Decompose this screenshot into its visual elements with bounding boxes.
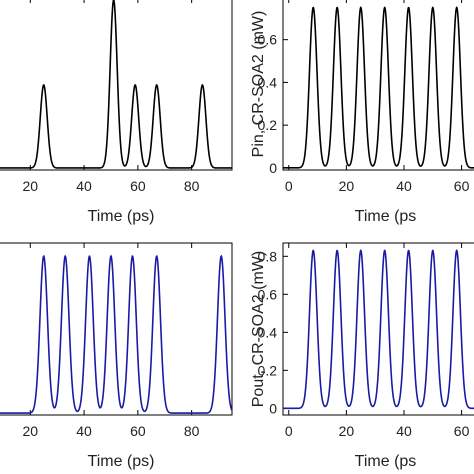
x-axis-label: Time (ps — [355, 208, 417, 225]
series-line-1 — [283, 249, 474, 410]
x-axis-label: Time (ps) — [88, 208, 155, 225]
y-tick-label: 0.6 — [258, 32, 278, 48]
x-tick-label: 20 — [339, 178, 355, 194]
x-tick-label: 40 — [396, 178, 412, 194]
series-line-1 — [0, 0, 232, 169]
y-tick-label: 0.2 — [258, 362, 278, 378]
pulse-peak-point — [312, 6, 315, 9]
chart-panel-3: 20 40 60 80 Time (ps) — [0, 242, 233, 470]
pulse-peak-point — [312, 249, 315, 252]
y-axis-label: Pout, CR-SOA2 (mW) — [250, 251, 267, 407]
pulse-peak-point — [42, 255, 45, 258]
chart-panel-1: 20 40 60 80 Time (ps) — [0, 0, 233, 225]
plot-frame — [0, 242, 233, 416]
pulse-peak-point — [201, 84, 204, 86]
pulse-peak-point — [155, 84, 158, 86]
x-tick-label: 80 — [184, 423, 200, 439]
x-tick-label: 60 — [454, 178, 470, 194]
pulse-peak-point — [431, 249, 434, 252]
pulse-peak-point — [431, 6, 434, 9]
pulse-peak-point — [359, 249, 362, 252]
y-tick-label: 0 — [269, 400, 277, 416]
x-axis-label: Time (ps) — [88, 453, 155, 470]
pulse-peak-point — [64, 255, 67, 258]
series-line-1 — [0, 254, 232, 414]
chart-panel-2: 0 20 40 60 0 0.2 0.4 0.6 Time (ps Pin, CR-SOA2 (m… — [250, 0, 474, 225]
chart-panel-4: 0 20 40 60 0 0.2 0.4 0.6 0.8 Time (ps Pout, CR-SOA… — [250, 242, 474, 470]
x-tick-label: 60 — [454, 423, 470, 439]
x-tick-label: 20 — [22, 178, 38, 194]
pulse-peak-point — [131, 255, 134, 258]
pulse-peak-point — [112, 0, 115, 1]
pulse-peak-point — [455, 249, 458, 252]
plot-frame — [282, 242, 474, 416]
x-tick-label: 40 — [76, 423, 92, 439]
y-tick-label: 0.2 — [258, 117, 278, 133]
pulse-peak-point — [42, 84, 45, 86]
y-tick-label: 0.6 — [258, 286, 278, 302]
pulse-peak-point — [383, 6, 386, 9]
x-tick-label: 80 — [184, 178, 200, 194]
y-tick-label: 0 — [269, 160, 277, 176]
x-tick-label: 0 — [285, 178, 293, 194]
y-tick-label: 0.4 — [258, 324, 278, 340]
pulse-peak-point — [359, 6, 362, 9]
pulse-peak-point — [455, 6, 458, 9]
pulse-peak-point — [407, 249, 410, 252]
pulse-peak-point — [220, 255, 223, 258]
pulse-peak-point — [110, 255, 112, 258]
pulse-peak-point — [155, 255, 158, 258]
x-tick-label: 40 — [76, 178, 92, 194]
x-tick-label: 20 — [339, 423, 355, 439]
y-axis-label: Pin, CR-SOA2 (mW) — [250, 11, 267, 158]
series-line-1 — [283, 6, 474, 169]
pulse-peak-point — [383, 249, 386, 252]
y-tick-label: 0.4 — [258, 74, 278, 90]
pulse-peak-point — [336, 249, 338, 252]
x-tick-label: 40 — [396, 423, 412, 439]
pulse-peak-point — [134, 84, 136, 86]
plot-frame — [0, 0, 233, 171]
x-tick-label: 60 — [130, 178, 146, 194]
x-axis-label: Time (ps — [355, 453, 417, 470]
y-tick-label: 0.8 — [258, 248, 278, 264]
pulse-peak-point — [336, 6, 338, 9]
x-tick-label: 20 — [22, 423, 38, 439]
x-tick-label: 60 — [130, 423, 146, 439]
x-tick-label: 0 — [285, 423, 293, 439]
pulse-peak-point — [88, 255, 91, 258]
pulse-peak-point — [407, 6, 410, 9]
plot-frame — [282, 0, 474, 171]
